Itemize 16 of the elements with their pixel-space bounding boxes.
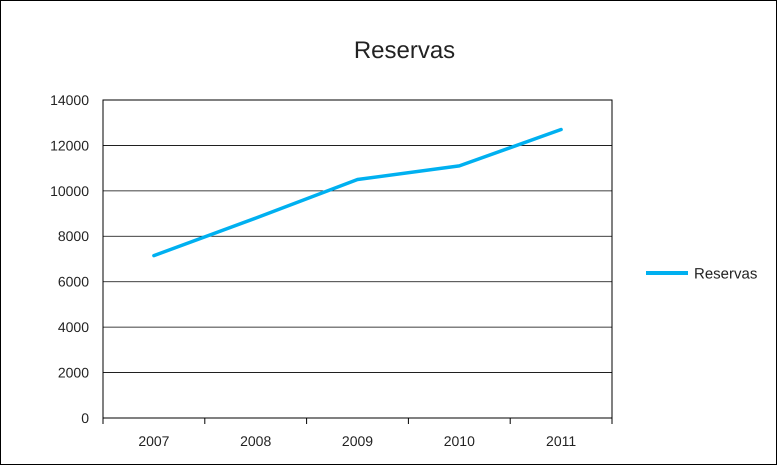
x-tick-label: 2011 [546, 433, 576, 449]
y-tick-label: 10000 [50, 182, 90, 199]
legend-label: Reservas [694, 265, 758, 282]
chart-title: Reservas [354, 37, 456, 64]
y-tick-label: 6000 [58, 274, 90, 290]
x-tick-label: 2010 [444, 433, 476, 449]
y-tick-label: 14000 [50, 92, 90, 108]
y-tick-label: 2000 [58, 364, 90, 380]
y-tick-label: 4000 [58, 319, 90, 336]
x-tick-label: 2009 [342, 433, 374, 449]
line-series [152, 128, 563, 258]
x-tick-label: 2008 [240, 433, 272, 449]
y-tick-label: 8000 [58, 228, 90, 244]
y-tick-label: 12000 [50, 137, 90, 154]
y-tick-label: 0 [81, 410, 90, 426]
x-tick-label: 2007 [138, 433, 170, 449]
